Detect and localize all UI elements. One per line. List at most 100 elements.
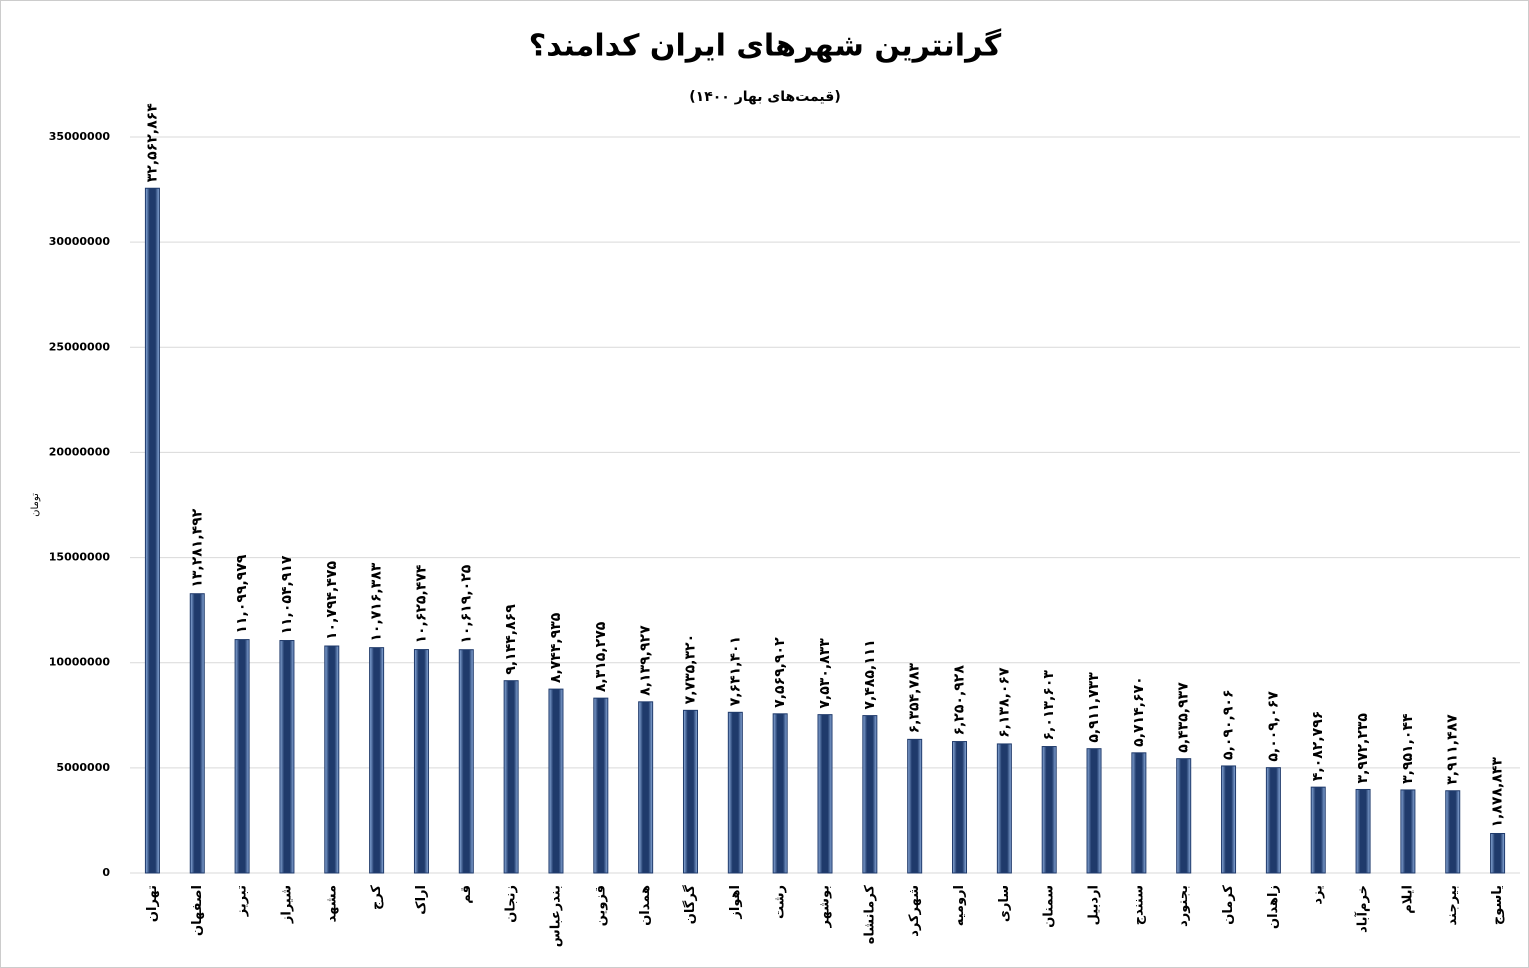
x-tick-label: یاسوج	[1490, 885, 1505, 925]
bar	[413, 649, 429, 874]
bar	[279, 640, 295, 874]
bar	[189, 593, 205, 874]
x-tick-label: اردبیل	[1087, 885, 1102, 925]
bar	[1310, 786, 1326, 874]
value-label: ۶,۰۱۳,۶۰۳	[1041, 670, 1057, 741]
bar	[1355, 788, 1371, 874]
x-tick-label: ساری	[997, 885, 1012, 922]
y-axis-label: تومان	[30, 493, 41, 517]
bar	[727, 711, 743, 874]
bar	[862, 715, 878, 874]
bar	[1086, 748, 1102, 874]
value-label: ۱۰,۷۱۶,۳۸۳	[369, 562, 385, 641]
value-label: ۶,۲۵۰,۹۲۸	[952, 665, 968, 736]
bar	[593, 697, 609, 874]
bar	[1400, 789, 1416, 874]
bar	[682, 709, 698, 874]
x-tick-label: ایلام	[1400, 885, 1415, 914]
value-label: ۸,۳۱۵,۲۷۵	[593, 621, 609, 692]
y-tick-label: 30000000	[49, 235, 111, 248]
x-tick-label: قم	[459, 885, 474, 904]
value-label: ۸,۷۴۴,۹۳۵	[548, 612, 564, 683]
bar	[996, 743, 1012, 874]
value-label: ۷,۵۶۹,۹۰۲	[772, 637, 788, 708]
bar	[144, 187, 160, 874]
value-label: ۳,۹۷۲,۲۳۵	[1355, 713, 1371, 784]
bar	[1131, 752, 1147, 874]
x-tick-label: بندرعباس	[548, 885, 563, 947]
y-tick-label: 0	[102, 866, 110, 879]
value-label: ۷,۷۳۵,۳۲۰	[682, 634, 698, 704]
x-tick-label: مشهد	[324, 885, 339, 922]
value-label: ۵,۹۱۱,۷۳۳	[1086, 672, 1102, 743]
x-tick-label: زاهدان	[1266, 885, 1281, 929]
x-tick-label: خرم‌آباد	[1354, 885, 1371, 933]
value-label: ۴,۰۸۲,۷۹۶	[1310, 711, 1326, 781]
bar	[1176, 758, 1192, 874]
value-label: ۱,۸۷۸,۸۴۳	[1490, 757, 1506, 828]
y-tick-label: 10000000	[49, 656, 111, 669]
value-label: ۵,۷۱۴,۶۷۰	[1131, 676, 1147, 746]
bar	[1221, 765, 1237, 874]
bar	[324, 645, 340, 874]
bar	[817, 714, 833, 874]
x-tick-label: رشت	[773, 885, 788, 919]
value-label: ۵,۰۰۹,۰۶۷	[1265, 691, 1281, 762]
x-tick-label: تبریز	[235, 885, 250, 917]
x-tick-label: اصفهان	[190, 885, 205, 936]
x-tick-label: همدان	[638, 885, 653, 926]
x-tick-label: سنندج	[1131, 885, 1146, 925]
x-tick-label: شهرکرد	[907, 885, 922, 937]
bar	[952, 741, 968, 874]
x-tick-label: شیراز	[279, 885, 294, 924]
value-label: ۵,۴۳۵,۹۳۷	[1176, 682, 1192, 753]
value-label: ۶,۳۵۴,۷۸۳	[907, 662, 923, 733]
x-tick-label: تهران	[145, 885, 160, 922]
x-tick-label: بوشهر	[818, 885, 833, 929]
bar	[458, 649, 474, 874]
x-tick-label: کرمانشاه	[862, 885, 877, 945]
y-tick-label: 20000000	[49, 445, 111, 458]
chart-title: گرانترین شهرهای ایران کدامند؟	[529, 28, 1002, 64]
x-tick-label: اراک	[414, 885, 429, 915]
value-label: ۸,۱۳۹,۹۲۷	[638, 625, 654, 696]
bar	[369, 647, 385, 874]
value-label: ۷,۵۳۰,۸۳۳	[817, 638, 833, 709]
x-tick-label: زنجان	[504, 885, 519, 923]
bar	[234, 639, 250, 874]
value-label: ۱۳,۲۸۱,۴۹۲	[189, 508, 205, 587]
y-tick-label: 25000000	[49, 340, 111, 353]
value-label: ۱۰,۷۹۴,۴۷۵	[324, 561, 340, 640]
chart-subtitle: (قیمت‌های بهار ۱۴۰۰)	[689, 89, 840, 105]
bar	[548, 688, 564, 874]
bar	[503, 680, 519, 874]
x-tick-label: گرگان	[682, 885, 698, 925]
bar	[772, 713, 788, 874]
x-tick-label: ارومیه	[952, 885, 967, 926]
x-tick-label: اهواز	[728, 885, 743, 920]
value-label: ۳,۹۵۱,۰۴۴	[1400, 713, 1416, 784]
x-tick-label: کرج	[369, 885, 384, 910]
x-tick-label: بجنورد	[1176, 885, 1191, 927]
value-label: ۱۱,۰۹۹,۹۷۹	[234, 554, 250, 633]
value-label: ۳,۹۱۱,۴۸۷	[1445, 714, 1461, 785]
value-label: ۱۰,۶۱۹,۰۲۵	[458, 564, 474, 643]
value-label: ۷,۶۴۱,۴۰۱	[727, 636, 743, 706]
bar	[907, 738, 923, 874]
x-tick-label: قزوین	[593, 885, 608, 926]
x-tick-label: یزد	[1311, 885, 1326, 905]
bar	[1041, 746, 1057, 874]
x-tick-label: سمنان	[1042, 885, 1057, 928]
bar	[1265, 767, 1281, 874]
value-label: ۵,۰۹۰,۹۰۶	[1221, 689, 1237, 759]
value-label: ۹,۱۴۴,۸۶۹	[503, 604, 519, 675]
y-tick-label: 15000000	[49, 551, 111, 564]
value-label: ۱۱,۰۵۴,۹۱۷	[279, 555, 295, 634]
bar	[1445, 790, 1461, 874]
y-tick-label: 35000000	[49, 130, 111, 143]
value-label: ۶,۱۳۸,۰۶۷	[996, 667, 1012, 738]
x-tick-label: کرمان	[1221, 885, 1236, 925]
bar	[638, 701, 654, 874]
